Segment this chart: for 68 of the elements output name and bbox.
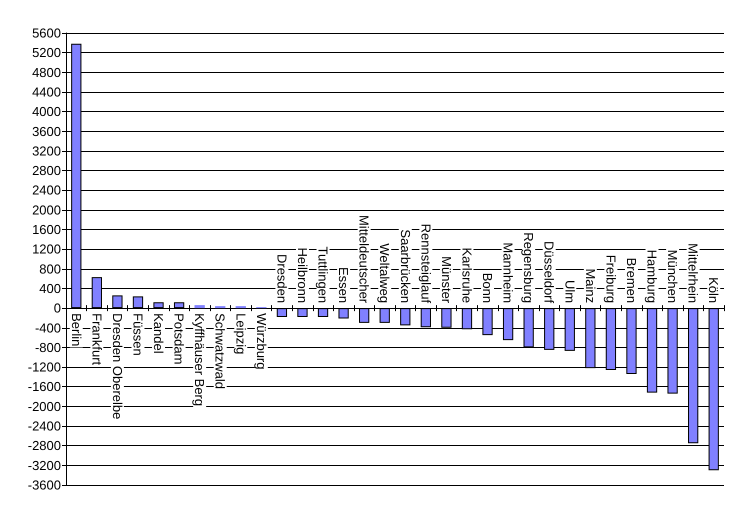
x-tick-label: München — [665, 250, 680, 304]
y-tick-label: 5200 — [32, 45, 61, 60]
x-tick-label: Schwatzwald — [212, 313, 228, 390]
y-tick-label: 800 — [39, 261, 61, 276]
y-tick-label: -3600 — [28, 478, 61, 492]
y-tick-label: 3600 — [32, 124, 61, 139]
y-tick-label: -1600 — [28, 379, 61, 394]
y-tick-label: -400 — [34, 320, 61, 336]
x-tick-label: Kandel — [151, 313, 166, 354]
y-tick-label: 2000 — [32, 202, 61, 218]
x-tick-label: Regensburg — [521, 232, 536, 304]
y-tick-label: 5600 — [32, 26, 61, 40]
x-tick-label: Weltalweg — [377, 243, 392, 304]
x-tick-label: Frankfurt — [89, 313, 104, 366]
x-tick-label: Ulm — [562, 280, 578, 304]
y-tick-label: 1600 — [32, 222, 61, 238]
y-tick-label: 0 — [54, 300, 61, 316]
y-tick-label: -2800 — [28, 438, 61, 454]
bar — [359, 308, 370, 323]
x-tick-label: Essen — [336, 266, 352, 304]
bar — [194, 305, 205, 308]
bar — [112, 295, 123, 308]
x-tick-label: Tuttlingen — [316, 246, 331, 304]
y-tick-label: -2400 — [28, 418, 61, 434]
bar — [297, 308, 308, 317]
bar — [318, 308, 328, 317]
y-tick-label: 4800 — [32, 64, 61, 80]
x-tick-label: Mittelrhein — [686, 243, 701, 304]
x-tick-label: Mitteldeutscher — [356, 214, 372, 304]
y-tick-label: -800 — [34, 340, 61, 355]
y-tick-label: 4000 — [32, 104, 61, 120]
x-tick-label: Potsdam — [172, 313, 187, 364]
y-tick-label: -2000 — [28, 398, 61, 414]
x-tick-label: Saarbrücken — [398, 229, 413, 304]
x-tick-label: Dresden — [274, 254, 290, 304]
bar — [338, 308, 349, 318]
x-tick-label: Leipzig — [233, 313, 248, 354]
bar — [153, 302, 164, 308]
x-tick-label: Hamburg — [644, 250, 660, 304]
x-tick-label: Dresden Oberelbe — [110, 313, 125, 420]
x-tick-label: Mainz — [582, 268, 598, 304]
x-tick-label: Freiburg — [603, 254, 618, 304]
y-tick-label: 2400 — [32, 182, 61, 198]
y-tick-label: 2800 — [32, 163, 61, 178]
x-tick-label: Bremen — [624, 258, 639, 304]
x-tick-label: Düsseldorf — [542, 240, 557, 304]
bar — [132, 296, 144, 308]
x-tick-label: Rennsteiglauf — [418, 224, 434, 304]
bar — [400, 308, 410, 326]
bar — [174, 302, 184, 308]
x-tick-label: Würzburg — [254, 313, 269, 370]
bar — [380, 308, 390, 323]
y-tick-label: -3200 — [28, 458, 61, 473]
x-tick-label: Mannheim — [500, 242, 516, 304]
x-tick-label: Kyffhäuser Berg — [192, 313, 208, 406]
y-tick-label: 1200 — [32, 242, 61, 257]
x-tick-label: Münster — [438, 256, 454, 304]
x-tick-label: Heilbronn — [294, 247, 310, 304]
bar — [276, 308, 288, 317]
x-tick-label: Bonn — [480, 272, 496, 304]
x-tick-label: Berlin — [68, 313, 84, 346]
y-tick-label: 3200 — [32, 143, 61, 158]
y-tick-label: 400 — [39, 280, 61, 296]
x-tick-label: Füssen — [130, 313, 146, 356]
x-tick-label: Karlsruhe — [459, 247, 474, 304]
y-tick-label: -1200 — [28, 360, 61, 375]
y-tick-label: 4400 — [32, 84, 61, 100]
x-tick-label: Köln — [706, 277, 722, 304]
